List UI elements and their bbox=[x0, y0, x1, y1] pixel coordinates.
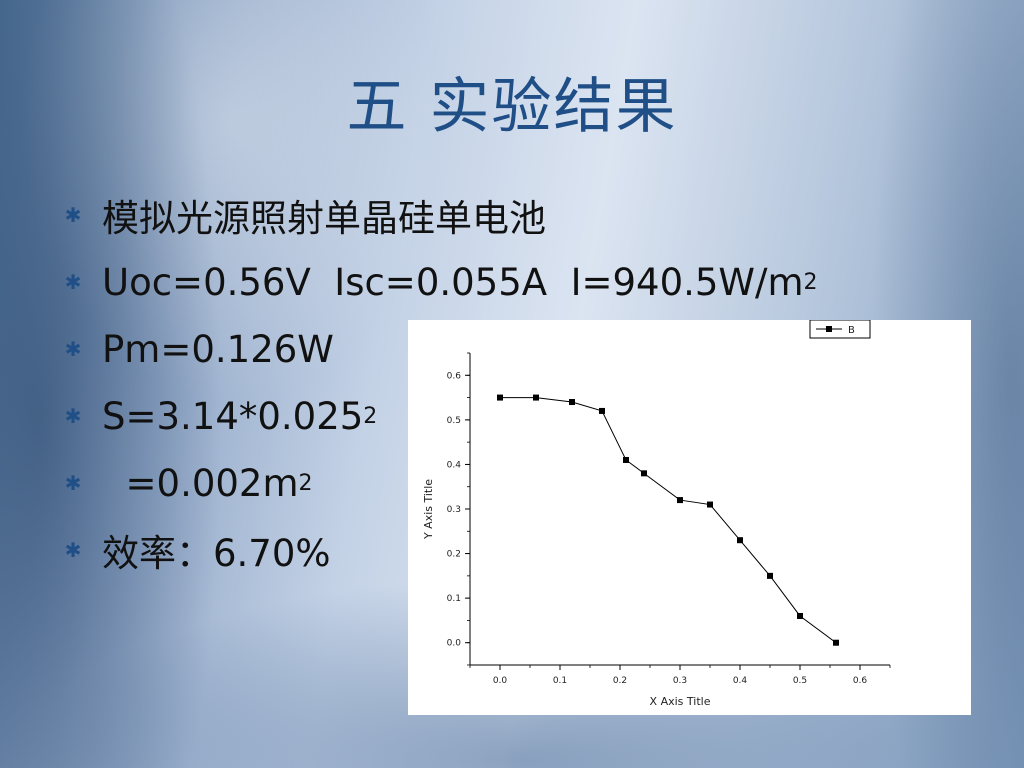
data-point bbox=[707, 501, 713, 508]
data-point bbox=[569, 399, 575, 406]
bullet-text: Pm=0.126W bbox=[102, 327, 334, 371]
bullet-text: 模拟光源照射单晶硅单电池 bbox=[102, 197, 546, 240]
x-axis-title: X Axis Title bbox=[650, 695, 711, 708]
data-point bbox=[641, 470, 647, 477]
data-point bbox=[767, 572, 773, 579]
asterisk-icon: ✱ bbox=[64, 538, 82, 562]
slide-title: 五 实验结果 bbox=[346, 72, 678, 142]
x-tick-label: 0.2 bbox=[613, 676, 627, 686]
series-line bbox=[500, 397, 837, 644]
bullet-item: ✱ =0.002m 2 bbox=[60, 453, 313, 513]
data-point bbox=[833, 639, 839, 646]
y-tick-label: 0.4 bbox=[447, 460, 462, 470]
bullet-item: ✱ 效率：6.70% bbox=[60, 520, 331, 580]
data-point bbox=[677, 497, 683, 504]
bullet-item: ✱ Uoc=0.56V Isc=0.055A I=940.5W/m 2 bbox=[60, 252, 818, 312]
y-axis-title: Y Axis Title bbox=[422, 479, 435, 540]
line-chart: 0.0 0.1 0.2 0.3 0.4 0.5 0.6 0.0 0.1 0.2 0.3 0.4 0.5 0… bbox=[422, 320, 891, 708]
asterisk-icon: ✱ bbox=[64, 404, 82, 428]
data-point bbox=[623, 456, 629, 463]
x-tick-label: 0.5 bbox=[793, 676, 807, 686]
legend-label: B bbox=[848, 325, 855, 336]
bullet-text: Uoc=0.56V Isc=0.055A I=940.5W/m bbox=[102, 260, 804, 304]
y-tick-label: 0.0 bbox=[447, 639, 462, 649]
bullet-text: 效率：6.70% bbox=[102, 532, 331, 575]
asterisk-icon: ✱ bbox=[64, 337, 82, 361]
y-tick-label: 0.5 bbox=[447, 416, 461, 426]
x-tick-label: 0.6 bbox=[853, 676, 868, 686]
asterisk-icon: ✱ bbox=[64, 471, 82, 495]
bullet-superscript: 2 bbox=[298, 470, 313, 496]
chart-panel: 0.0 0.1 0.2 0.3 0.4 0.5 0.6 0.0 0.1 0.2 0.3 0.4 0.5 0… bbox=[408, 320, 971, 715]
y-tick-label: 0.6 bbox=[447, 371, 462, 381]
bullet-item: ✱ 模拟光源照射单晶硅单电池 bbox=[60, 185, 546, 245]
bullet-text: S=3.14*0.025 bbox=[102, 394, 364, 438]
bullet-item: ✱ S=3.14*0.025 2 bbox=[60, 386, 378, 446]
bullet-item: ✱ Pm=0.126W bbox=[60, 319, 334, 379]
data-point bbox=[737, 537, 743, 544]
asterisk-icon: ✱ bbox=[64, 270, 82, 294]
bullet-superscript: 2 bbox=[363, 403, 378, 429]
x-tick-label: 0.3 bbox=[673, 676, 687, 686]
asterisk-icon: ✱ bbox=[64, 203, 82, 227]
bullet-text: =0.002m bbox=[102, 461, 299, 505]
data-point bbox=[797, 612, 803, 619]
bullet-superscript: 2 bbox=[803, 269, 818, 295]
data-point bbox=[497, 394, 503, 401]
y-tick-label: 0.2 bbox=[447, 550, 461, 560]
y-tick-label: 0.3 bbox=[447, 505, 461, 515]
data-point bbox=[599, 407, 605, 414]
x-tick-label: 0.1 bbox=[553, 676, 567, 686]
data-point bbox=[533, 394, 539, 401]
legend-marker bbox=[826, 326, 832, 332]
x-tick-label: 0.4 bbox=[733, 676, 748, 686]
y-tick-label: 0.1 bbox=[447, 594, 461, 604]
x-tick-label: 0.0 bbox=[493, 676, 508, 686]
